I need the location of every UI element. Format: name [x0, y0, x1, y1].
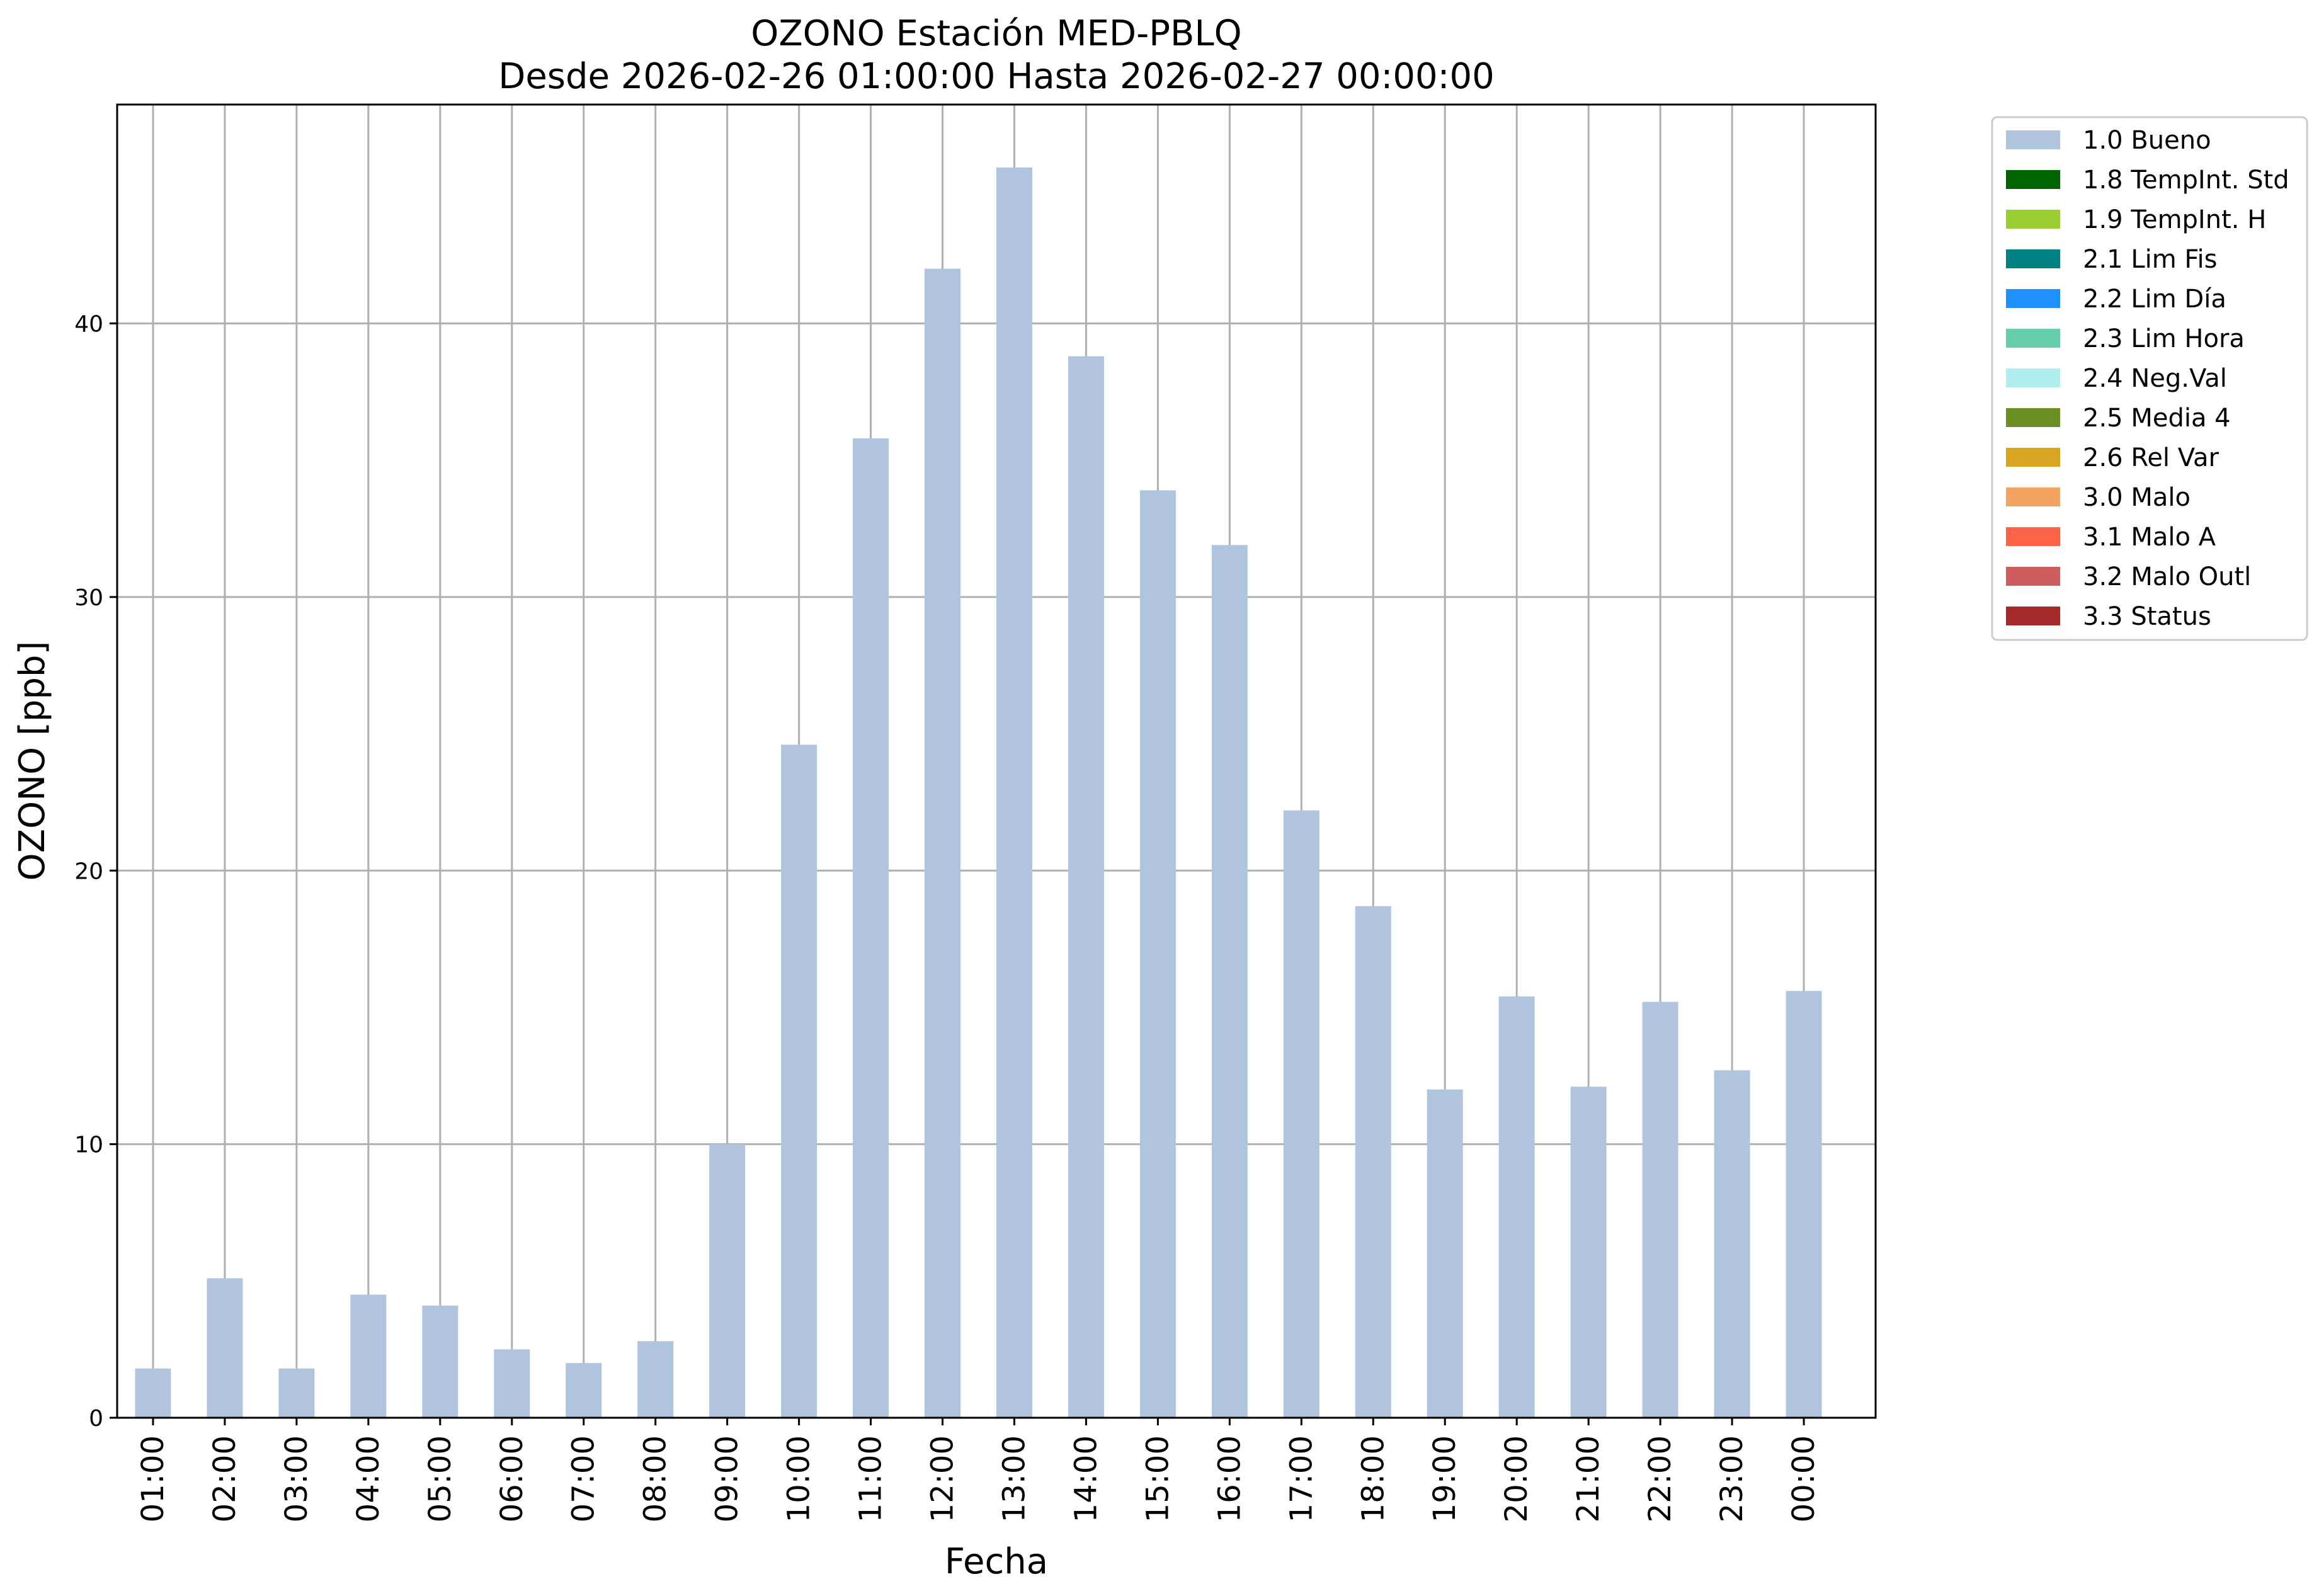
bar-1000 — [781, 744, 818, 1418]
legend-swatch — [2006, 210, 2060, 229]
bar-1300 — [996, 167, 1032, 1418]
x-tick-label: 22:00 — [1643, 1435, 1678, 1522]
legend-label: 2.2 Lim Día — [2083, 285, 2226, 314]
bar-0500 — [422, 1305, 459, 1418]
legend-label: 3.2 Malo Outl — [2083, 562, 2251, 591]
legend-swatch — [2006, 448, 2060, 467]
bar-0000 — [1786, 991, 1822, 1418]
legend-swatch — [2006, 567, 2060, 586]
legend-label: 3.3 Status — [2083, 602, 2211, 631]
legend-label: 3.0 Malo — [2083, 483, 2191, 512]
legend-label: 2.1 Lim Fis — [2083, 245, 2217, 274]
x-tick-label: 08:00 — [638, 1435, 673, 1522]
y-tick-label: 40 — [74, 312, 103, 338]
x-tick-label: 02:00 — [207, 1435, 242, 1522]
x-axis-label: Fecha — [945, 1541, 1048, 1582]
legend-swatch — [2006, 368, 2060, 387]
legend-label: 3.1 Malo A — [2083, 523, 2216, 552]
bar-0900 — [709, 1144, 746, 1418]
bar-2100 — [1570, 1086, 1607, 1418]
bar-0300 — [278, 1368, 315, 1418]
x-tick-label: 03:00 — [279, 1435, 314, 1522]
y-tick-label: 20 — [74, 858, 103, 884]
x-tick-label: 12:00 — [925, 1435, 960, 1522]
bar-0200 — [207, 1278, 243, 1418]
chart-subtitle: Desde 2026-02-26 01:00:00 Hasta 2026-02-… — [498, 56, 1495, 97]
legend-swatch — [2006, 289, 2060, 308]
x-tick-label: 04:00 — [351, 1435, 386, 1522]
x-tick-label: 23:00 — [1714, 1435, 1750, 1522]
legend-label: 1.0 Bueno — [2083, 126, 2211, 155]
legend-label: 2.3 Lim Hora — [2083, 324, 2245, 353]
x-tick-label: 09:00 — [710, 1435, 745, 1522]
chart-title: OZONO Estación MED-PBLQ — [751, 13, 1242, 54]
bar-0600 — [494, 1349, 530, 1418]
x-tick-label: 07:00 — [566, 1435, 601, 1522]
bars — [135, 167, 1822, 1418]
legend-box — [1991, 116, 2308, 641]
x-tick-label: 21:00 — [1571, 1435, 1606, 1522]
legend-swatch — [2006, 130, 2060, 149]
legend-swatch — [2006, 249, 2060, 268]
bar-1100 — [853, 438, 889, 1418]
legend-swatch — [2006, 607, 2060, 625]
bar-2300 — [1714, 1070, 1750, 1418]
bar-1500 — [1139, 490, 1176, 1418]
legend-entries: 1.0 Bueno 1.8 TempInt. Std 1.9 TempInt. H 2… — [2006, 126, 2289, 631]
x-tick-label: 14:00 — [1068, 1435, 1103, 1522]
legend-swatch — [2006, 527, 2060, 546]
legend-label: 2.4 Neg.Val — [2083, 364, 2227, 393]
bar-2200 — [1642, 1001, 1678, 1418]
bar-0400 — [350, 1294, 387, 1418]
x-tick-label: 06:00 — [494, 1435, 530, 1522]
bar-1600 — [1211, 545, 1248, 1418]
x-tick-label: 15:00 — [1140, 1435, 1175, 1522]
x-tick-label: 17:00 — [1284, 1435, 1319, 1522]
y-axis-label: OZONO [ppb] — [12, 641, 53, 881]
x-axis-ticks: 01:00 02:00 03:00 04:00 05:00 06:00 07:00 08:00… — [135, 1418, 1821, 1522]
x-tick-label: 10:00 — [782, 1435, 817, 1522]
bar-2000 — [1498, 996, 1535, 1418]
legend-label: 2.5 Media 4 — [2083, 404, 2231, 433]
x-tick-label: 19:00 — [1427, 1435, 1462, 1522]
legend: 1.0 Bueno 1.8 TempInt. Std 1.9 TempInt. H 2… — [1991, 116, 2308, 641]
bar-1700 — [1283, 810, 1319, 1418]
legend-swatch — [2006, 408, 2060, 427]
y-tick-label: 0 — [89, 1406, 103, 1432]
x-tick-label: 20:00 — [1499, 1435, 1534, 1522]
y-axis-ticks: 0 10 20 30 40 — [74, 312, 117, 1432]
legend-label: 1.9 TempInt. H — [2083, 205, 2266, 234]
bar-0100 — [135, 1368, 171, 1418]
legend-label: 1.8 TempInt. Std — [2083, 166, 2289, 195]
bar-1800 — [1355, 906, 1391, 1418]
y-tick-label: 30 — [74, 585, 103, 611]
x-tick-label: 05:00 — [423, 1435, 458, 1522]
plot-frame — [116, 103, 1877, 1419]
bar-0700 — [566, 1363, 602, 1418]
x-tick-label: 00:00 — [1786, 1435, 1821, 1522]
legend-swatch — [2006, 487, 2060, 506]
x-tick-label: 11:00 — [853, 1435, 889, 1522]
x-tick-label: 18:00 — [1355, 1435, 1391, 1522]
x-tick-label: 13:00 — [996, 1435, 1032, 1522]
bar-1400 — [1068, 356, 1104, 1418]
y-tick-label: 10 — [74, 1132, 103, 1158]
x-tick-label: 16:00 — [1212, 1435, 1247, 1522]
bar-1900 — [1427, 1089, 1463, 1418]
x-tick-label: 01:00 — [135, 1435, 171, 1522]
legend-swatch — [2006, 329, 2060, 348]
bar-0800 — [637, 1341, 674, 1418]
bar-1200 — [925, 268, 961, 1418]
legend-swatch — [2006, 170, 2060, 189]
legend-label: 2.6 Rel Var — [2083, 443, 2219, 472]
